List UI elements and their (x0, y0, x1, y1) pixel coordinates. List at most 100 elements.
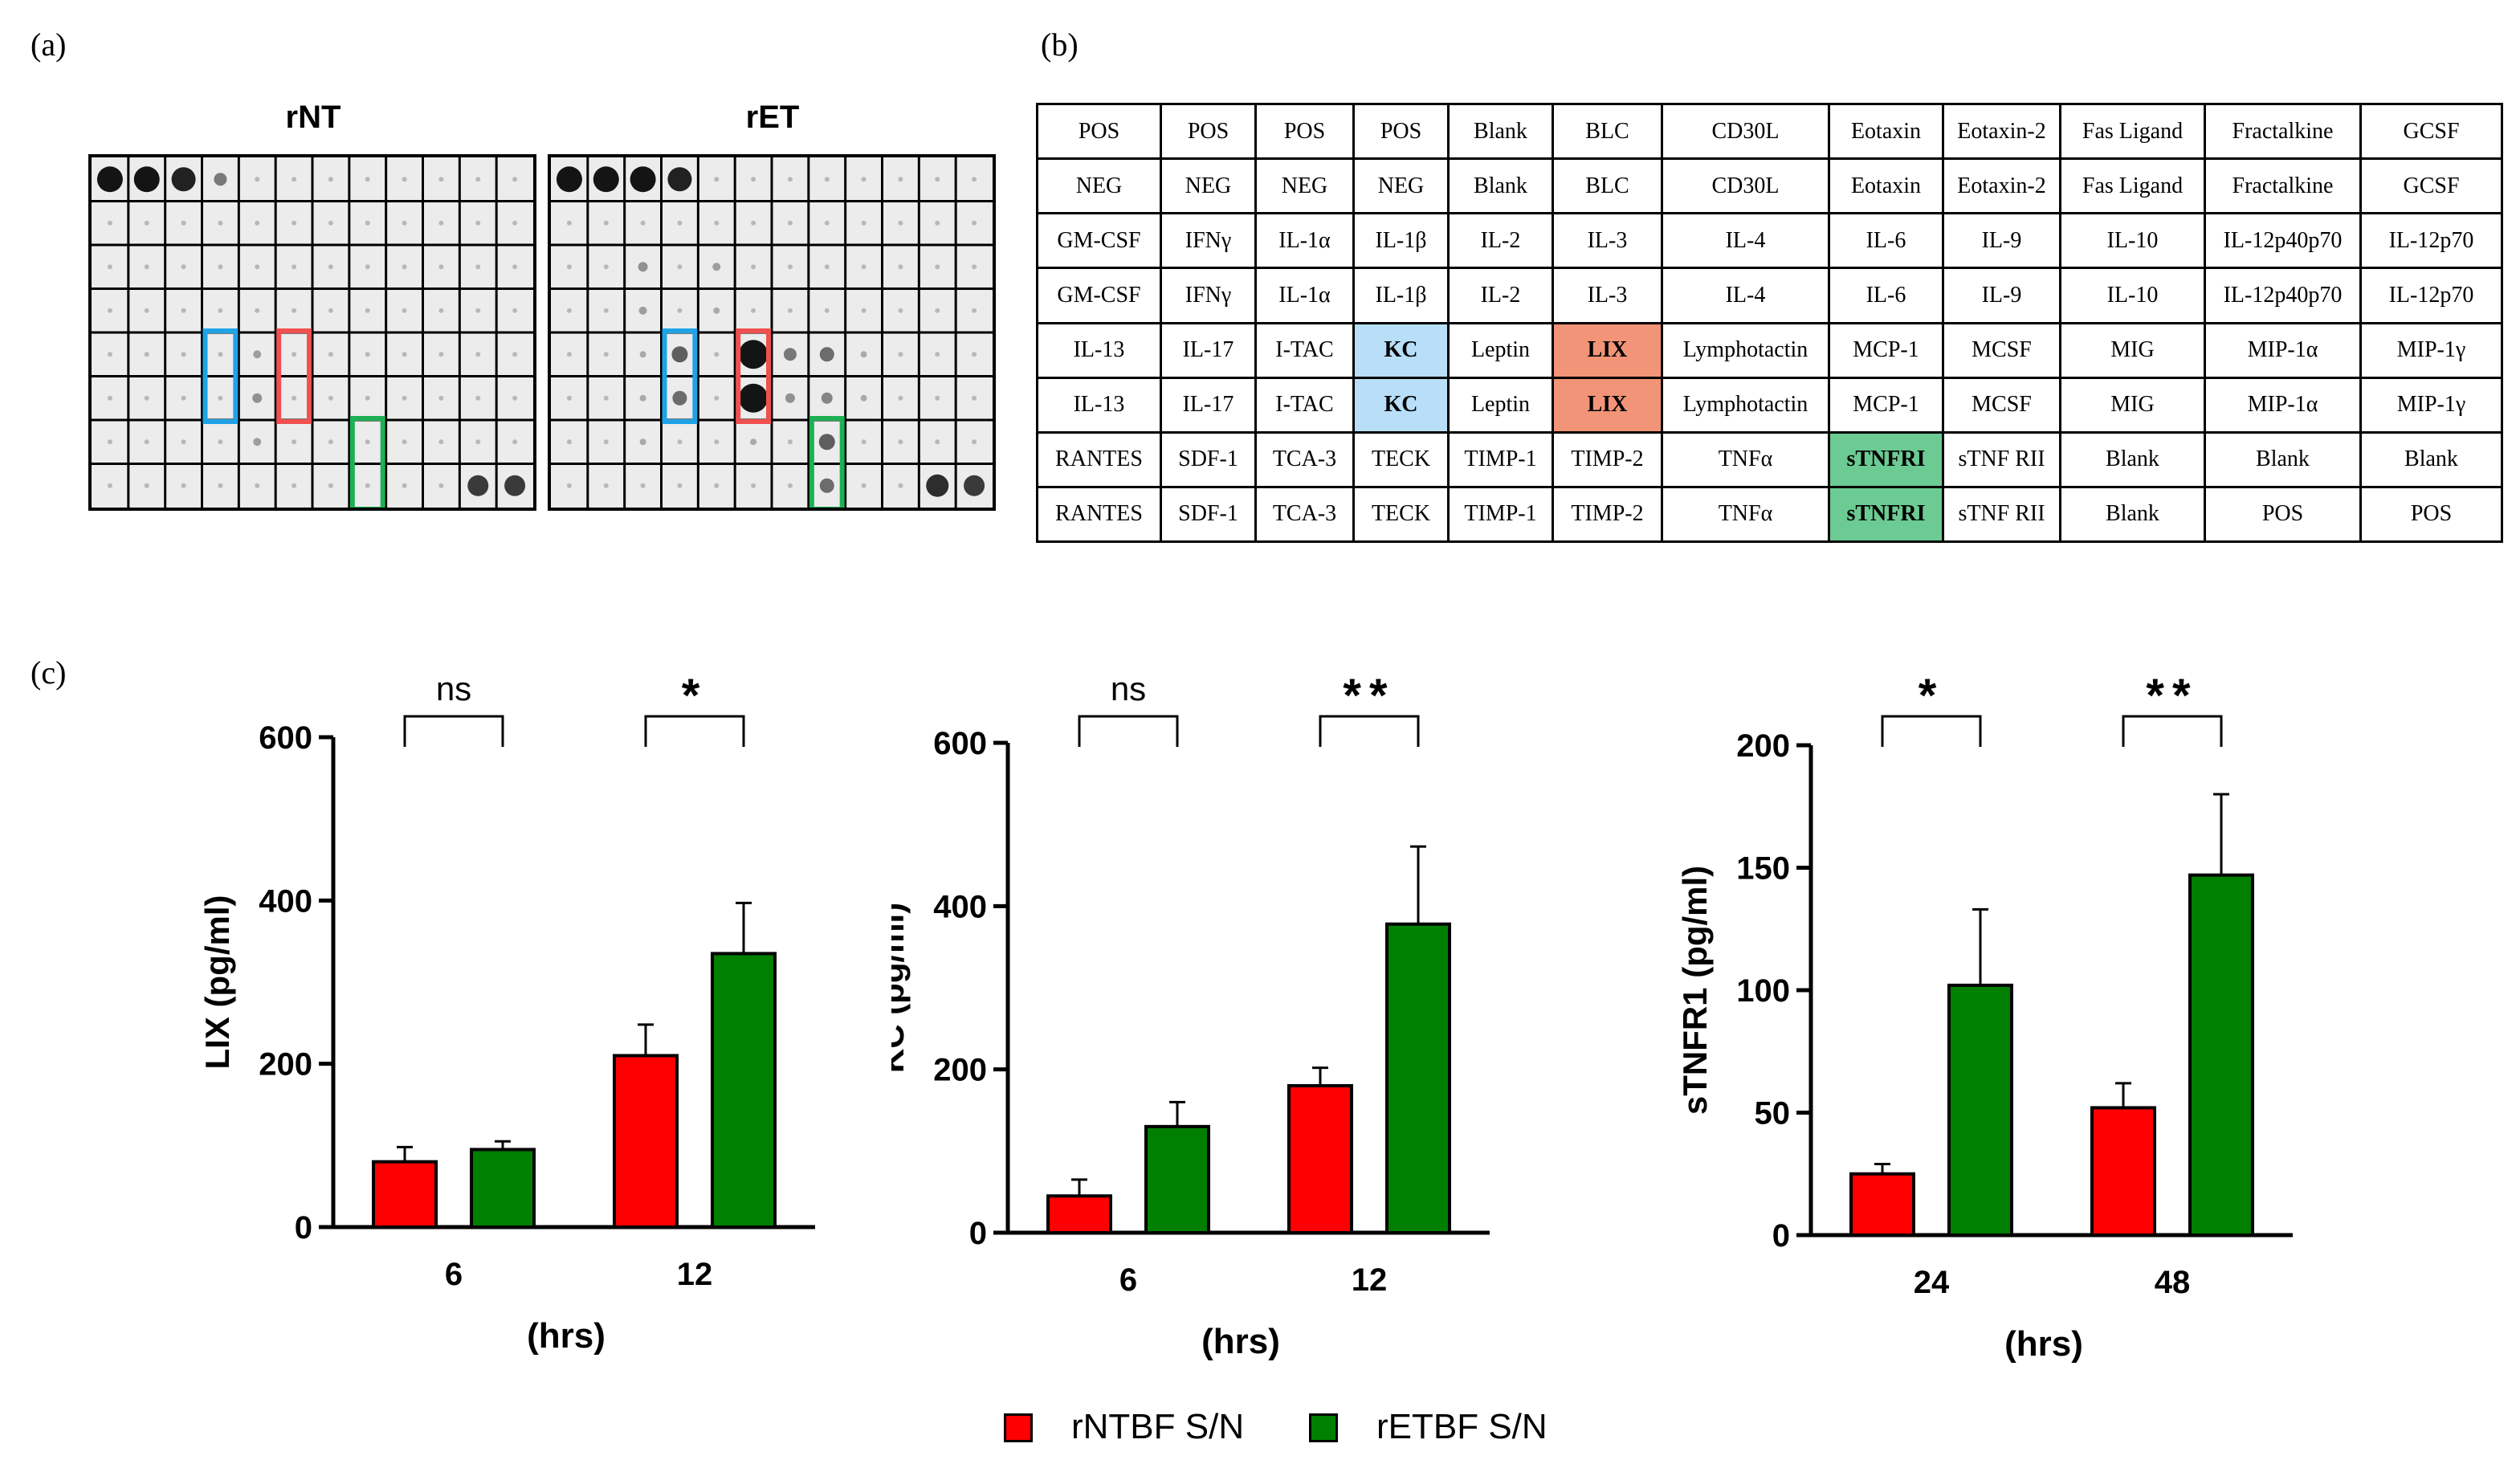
table-cell: TNFα (1661, 485, 1830, 544)
table-cell: sTNF RII (1942, 430, 2061, 488)
x-axis-label: (hrs) (2004, 1324, 2083, 1364)
blot-dot (292, 177, 297, 182)
blot-dot (787, 483, 793, 488)
blot-dot (96, 166, 123, 193)
table-cell: Fractalkine (2204, 157, 2362, 215)
bar (1947, 983, 2013, 1237)
blot-dot (712, 263, 721, 271)
blot-dot (144, 352, 149, 357)
table-cell: POS (1352, 102, 1450, 161)
blot-dot (787, 308, 793, 313)
blot-dot (438, 352, 444, 357)
table-cell: sTNF RII (1942, 485, 2061, 544)
blot-dot (861, 308, 867, 313)
blot-dot (935, 177, 940, 182)
blot-dot (751, 264, 756, 270)
blot-dot (640, 483, 646, 488)
blot-dot (365, 483, 370, 488)
blot-ret-image (551, 157, 993, 508)
table-cell: I-TAC (1254, 376, 1355, 434)
y-tick-label: 600 (259, 720, 312, 756)
x-tick-label: 6 (445, 1257, 463, 1292)
blot-dot (467, 475, 489, 496)
table-cell: IFNγ (1160, 267, 1257, 324)
table-cell: GM-CSF (1036, 212, 1162, 270)
blot-dot (475, 308, 481, 313)
blot-dot (898, 264, 903, 270)
table-cell: Blank (2204, 430, 2362, 488)
blot-dot (972, 308, 977, 313)
highlight-box (662, 328, 698, 424)
blot-dot (512, 220, 518, 226)
bar (470, 1148, 536, 1229)
table-cell: TIMP-1 (1447, 430, 1554, 488)
blot-dot (365, 177, 370, 182)
blot-dot (365, 220, 370, 226)
blot-dot (751, 220, 756, 226)
blot-dot (181, 264, 186, 270)
table-cell: Fas Ligand (2059, 157, 2206, 215)
blot-dot (593, 166, 619, 193)
blot-dot (292, 439, 297, 445)
blot-dot (438, 483, 444, 488)
blot-dot (365, 352, 370, 357)
table-cell: GCSF (2359, 102, 2503, 161)
blot-dot (292, 220, 297, 226)
table-cell: IL-3 (1552, 212, 1663, 270)
blot-dot (328, 483, 333, 488)
blot-dot (144, 264, 149, 270)
blot-dot (402, 264, 407, 270)
bar (711, 952, 777, 1229)
table-row: IL-13 IL-17 I-TAC KC Leptin LIX Lymphotactin MC… (1036, 376, 2503, 434)
table-row: RANTES SDF-1 TCA-3 TECK TIMP-1 TIMP-2 TNFα sTNF… (1036, 430, 2503, 488)
table-cell: BLC (1552, 157, 1663, 215)
blot-dot (638, 262, 648, 272)
table-cell: IL-9 (1942, 212, 2061, 270)
blot-dot (365, 308, 370, 313)
blot-dot (218, 395, 223, 401)
blot-dot (677, 483, 683, 488)
table-cell: TCA-3 (1254, 485, 1355, 544)
blot-dot (107, 483, 112, 488)
blot-title-rnt: rNT (285, 100, 341, 135)
blot-dot (255, 177, 260, 182)
table-cell: IL-1β (1352, 267, 1450, 324)
blot-dot (751, 308, 756, 313)
table-cell: Blank (1447, 102, 1554, 161)
blot-dot (603, 308, 609, 313)
table-cell: CD30L (1661, 157, 1830, 215)
blot-dot (821, 392, 833, 404)
y-axis-label: sTNFR1 (pg/ml) (1676, 866, 1714, 1115)
table-cell: IL-10 (2059, 267, 2206, 324)
table-cell: IL-12p70 (2359, 267, 2503, 324)
table-cell: IL-2 (1447, 267, 1554, 324)
blot-dot (787, 264, 793, 270)
table-cell: IL-13 (1036, 376, 1162, 434)
blot-dot (824, 264, 830, 270)
bar (1849, 1172, 1915, 1237)
table-cell: IL-12p40p70 (2204, 267, 2362, 324)
table-cell: IL-9 (1942, 267, 2061, 324)
blot-dot (402, 352, 407, 357)
table-row: NEG NEG NEG NEG Blank BLC CD30L Eotaxin Eotaxin-… (1036, 157, 2503, 215)
bar (613, 1054, 679, 1229)
table-cell: LIX (1552, 321, 1663, 379)
blot-dot (328, 264, 333, 270)
blot-dot (328, 352, 333, 357)
blot-dot (898, 177, 903, 182)
bar (2188, 873, 2254, 1237)
blot-dot (504, 475, 526, 496)
table-cell: I-TAC (1254, 321, 1355, 379)
blot-dot (402, 439, 407, 445)
y-tick-label: 150 (1736, 851, 1790, 887)
blot-dot (935, 308, 940, 313)
table-cell: RANTES (1036, 485, 1162, 544)
blot-dot (328, 439, 333, 445)
blot-dot (512, 264, 518, 270)
blot-dot (739, 383, 769, 413)
blot-dot (328, 177, 333, 182)
blot-dot (787, 220, 793, 226)
blot-dot (365, 395, 370, 401)
table-cell: GCSF (2359, 157, 2503, 215)
blot-dot (640, 220, 646, 226)
